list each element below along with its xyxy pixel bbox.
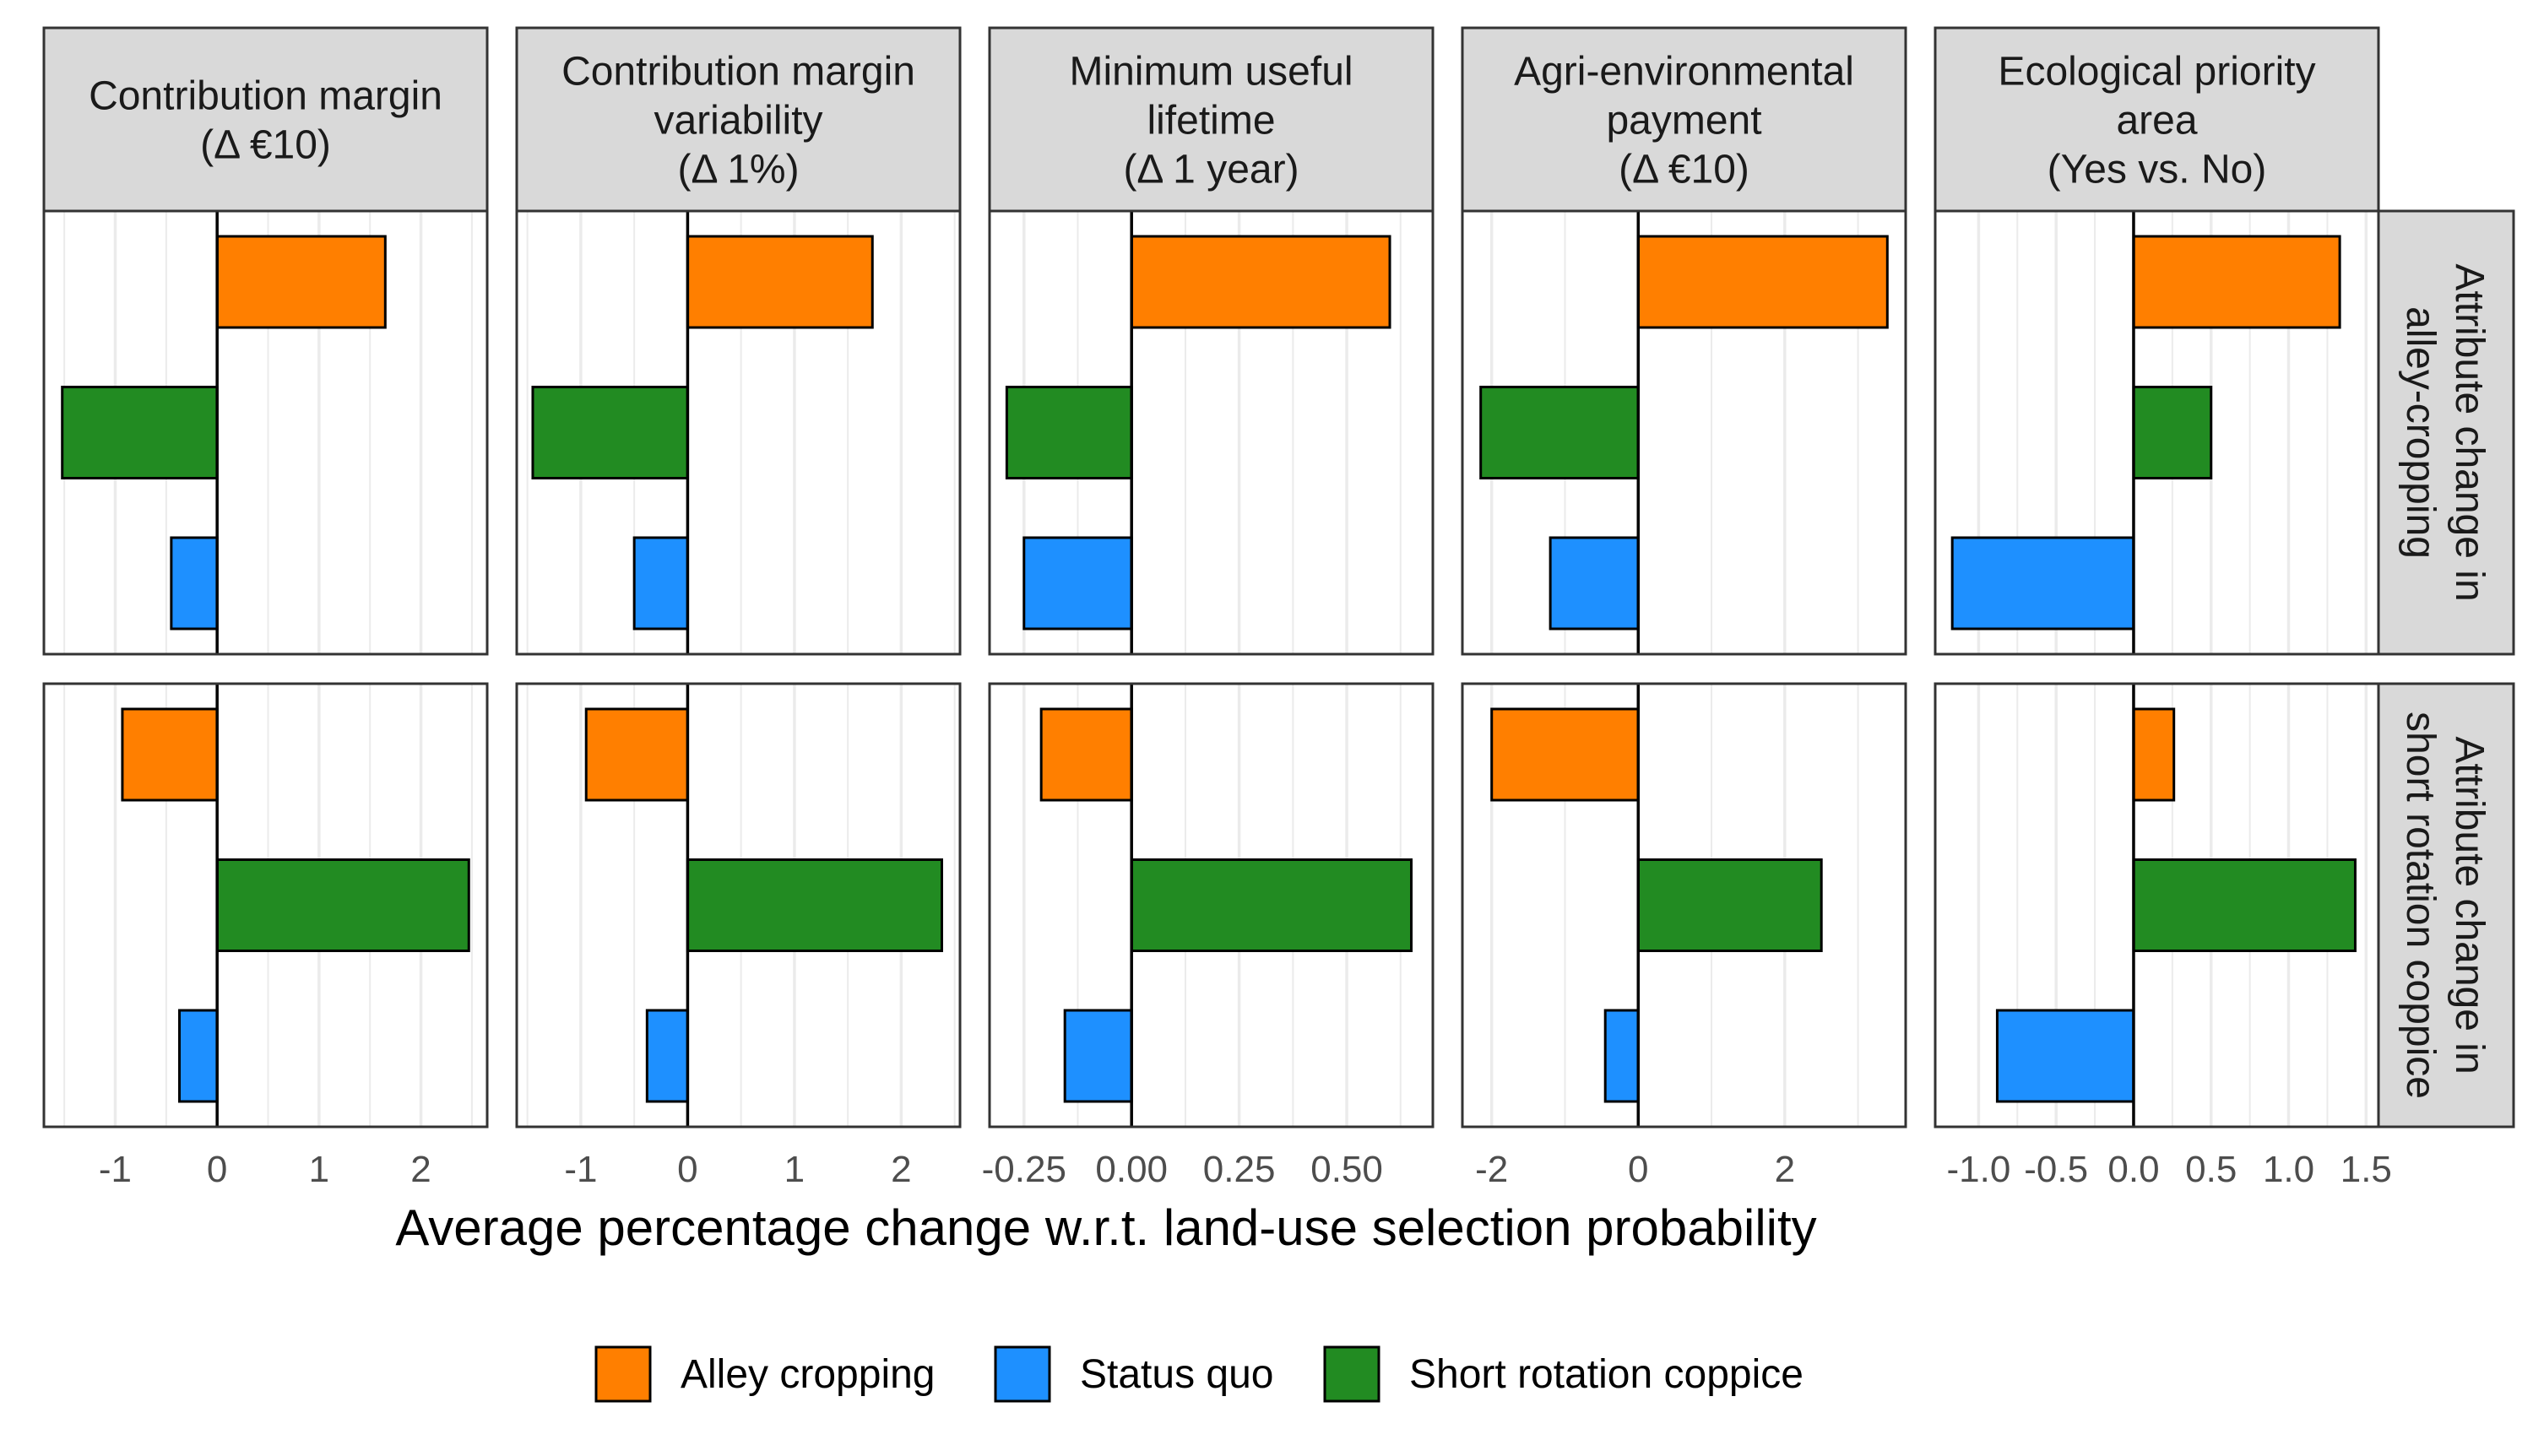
facet-strip-row-label: Attribute change in <box>2447 263 2492 601</box>
bar <box>61 386 219 479</box>
facet-strip-column <box>1461 26 1907 213</box>
bar <box>2132 386 2213 479</box>
legend-key <box>594 1345 652 1403</box>
facet-strip-column <box>1934 26 2380 213</box>
bar <box>686 858 943 952</box>
bar <box>121 707 219 802</box>
x-tick-label: 0 <box>677 1149 697 1190</box>
bar <box>215 235 387 329</box>
x-tick-label: -1.0 <box>1946 1149 2010 1190</box>
facet-strip-row-label: Attribute change in <box>2447 736 2492 1074</box>
x-tick-label: 0 <box>1628 1149 1648 1190</box>
facet-strip-row <box>2377 209 2515 656</box>
bar <box>1549 536 1640 631</box>
facet-strip-label: Ecological priority <box>1998 50 2315 95</box>
bar <box>1130 235 1391 329</box>
facet-strip-column <box>42 26 489 213</box>
bar <box>584 707 689 802</box>
bar <box>1950 536 2135 631</box>
facet-strip-label: Agri-environmental <box>1514 50 1854 95</box>
facet-strip-row-label: alley-cropping <box>2398 306 2443 559</box>
panel-border <box>1934 682 2380 1129</box>
legend-key <box>994 1345 1051 1403</box>
bar <box>1022 536 1133 631</box>
panel-border <box>1461 209 1907 656</box>
legend-label: Short rotation coppice <box>1409 1352 1803 1397</box>
x-tick-label: -2 <box>1475 1149 1508 1190</box>
facet-strip-label: lifetime <box>1147 99 1275 143</box>
bar <box>1130 858 1413 952</box>
x-tick-label: 1.0 <box>2263 1149 2314 1190</box>
facet-strip-label: Minimum useful <box>1069 50 1353 95</box>
bar <box>1490 707 1640 802</box>
panel-border <box>1461 682 1907 1129</box>
panel-border <box>42 209 489 656</box>
panel-border <box>988 682 1435 1129</box>
x-tick-label: -0.25 <box>982 1149 1066 1190</box>
x-tick-label: 0.0 <box>2107 1149 2159 1190</box>
legend-label: Alley cropping <box>681 1352 936 1397</box>
legend-key <box>1323 1345 1380 1403</box>
x-tick-label: -1 <box>99 1149 132 1190</box>
x-tick-label: 0.00 <box>1095 1149 1168 1190</box>
bar <box>632 536 689 631</box>
x-tick-label: 2 <box>891 1149 911 1190</box>
bar <box>178 1009 219 1103</box>
panel-border <box>515 682 962 1129</box>
facet-strip-label: (Δ €10) <box>200 123 331 168</box>
facet-strip-column <box>988 26 1435 213</box>
x-tick-label: 2 <box>410 1149 431 1190</box>
facet-strip-label: Contribution margin <box>89 74 442 119</box>
facet-strip-label: (Δ 1%) <box>677 148 799 192</box>
panel-border <box>1934 209 2380 656</box>
x-tick-label: -0.5 <box>2024 1149 2088 1190</box>
facet-strip-label: (Δ €10) <box>1619 148 1749 192</box>
bar <box>531 386 689 479</box>
facet-strip-label: payment <box>1606 99 1761 143</box>
facet-strip-label: variability <box>654 99 822 143</box>
x-tick-label: 0.5 <box>2185 1149 2237 1190</box>
facet-strip-label: (Yes vs. No) <box>2048 148 2267 192</box>
facet-strip-row <box>2377 682 2515 1129</box>
bar <box>1039 707 1133 802</box>
x-tick-label: 0.25 <box>1203 1149 1276 1190</box>
bar <box>1636 235 1889 329</box>
x-tick-label: 0 <box>207 1149 227 1190</box>
x-axis-title: Average percentage change w.r.t. land-us… <box>395 1199 1816 1256</box>
x-tick-label: -1 <box>564 1149 597 1190</box>
bar <box>2132 707 2176 802</box>
x-tick-label: 1 <box>309 1149 329 1190</box>
x-tick-label: 0.50 <box>1310 1149 1383 1190</box>
facet-strip-row-label: short rotation coppice <box>2398 712 2443 1099</box>
bar <box>1995 1009 2135 1103</box>
legend-label: Status quo <box>1080 1352 1274 1397</box>
x-tick-label: 2 <box>1775 1149 1795 1190</box>
facet-strip-label: Contribution margin <box>561 50 915 95</box>
panel-border <box>515 209 962 656</box>
x-tick-label: 1.5 <box>2340 1149 2392 1190</box>
facet-strip-label: (Δ 1 year) <box>1123 148 1299 192</box>
bar <box>2132 235 2341 329</box>
bar <box>170 536 219 631</box>
x-tick-label: 1 <box>784 1149 805 1190</box>
bar <box>1479 386 1640 479</box>
panel-border <box>42 682 489 1129</box>
bar <box>1603 1009 1640 1103</box>
bar <box>1636 858 1823 952</box>
facet-strip-column <box>515 26 962 213</box>
bar <box>686 235 874 329</box>
facet-strip-label: area <box>2116 99 2197 143</box>
bar <box>2132 858 2357 952</box>
bar <box>645 1009 689 1103</box>
panel-border <box>988 209 1435 656</box>
bar <box>1063 1009 1133 1103</box>
bar <box>1005 386 1133 479</box>
bar <box>215 858 470 952</box>
